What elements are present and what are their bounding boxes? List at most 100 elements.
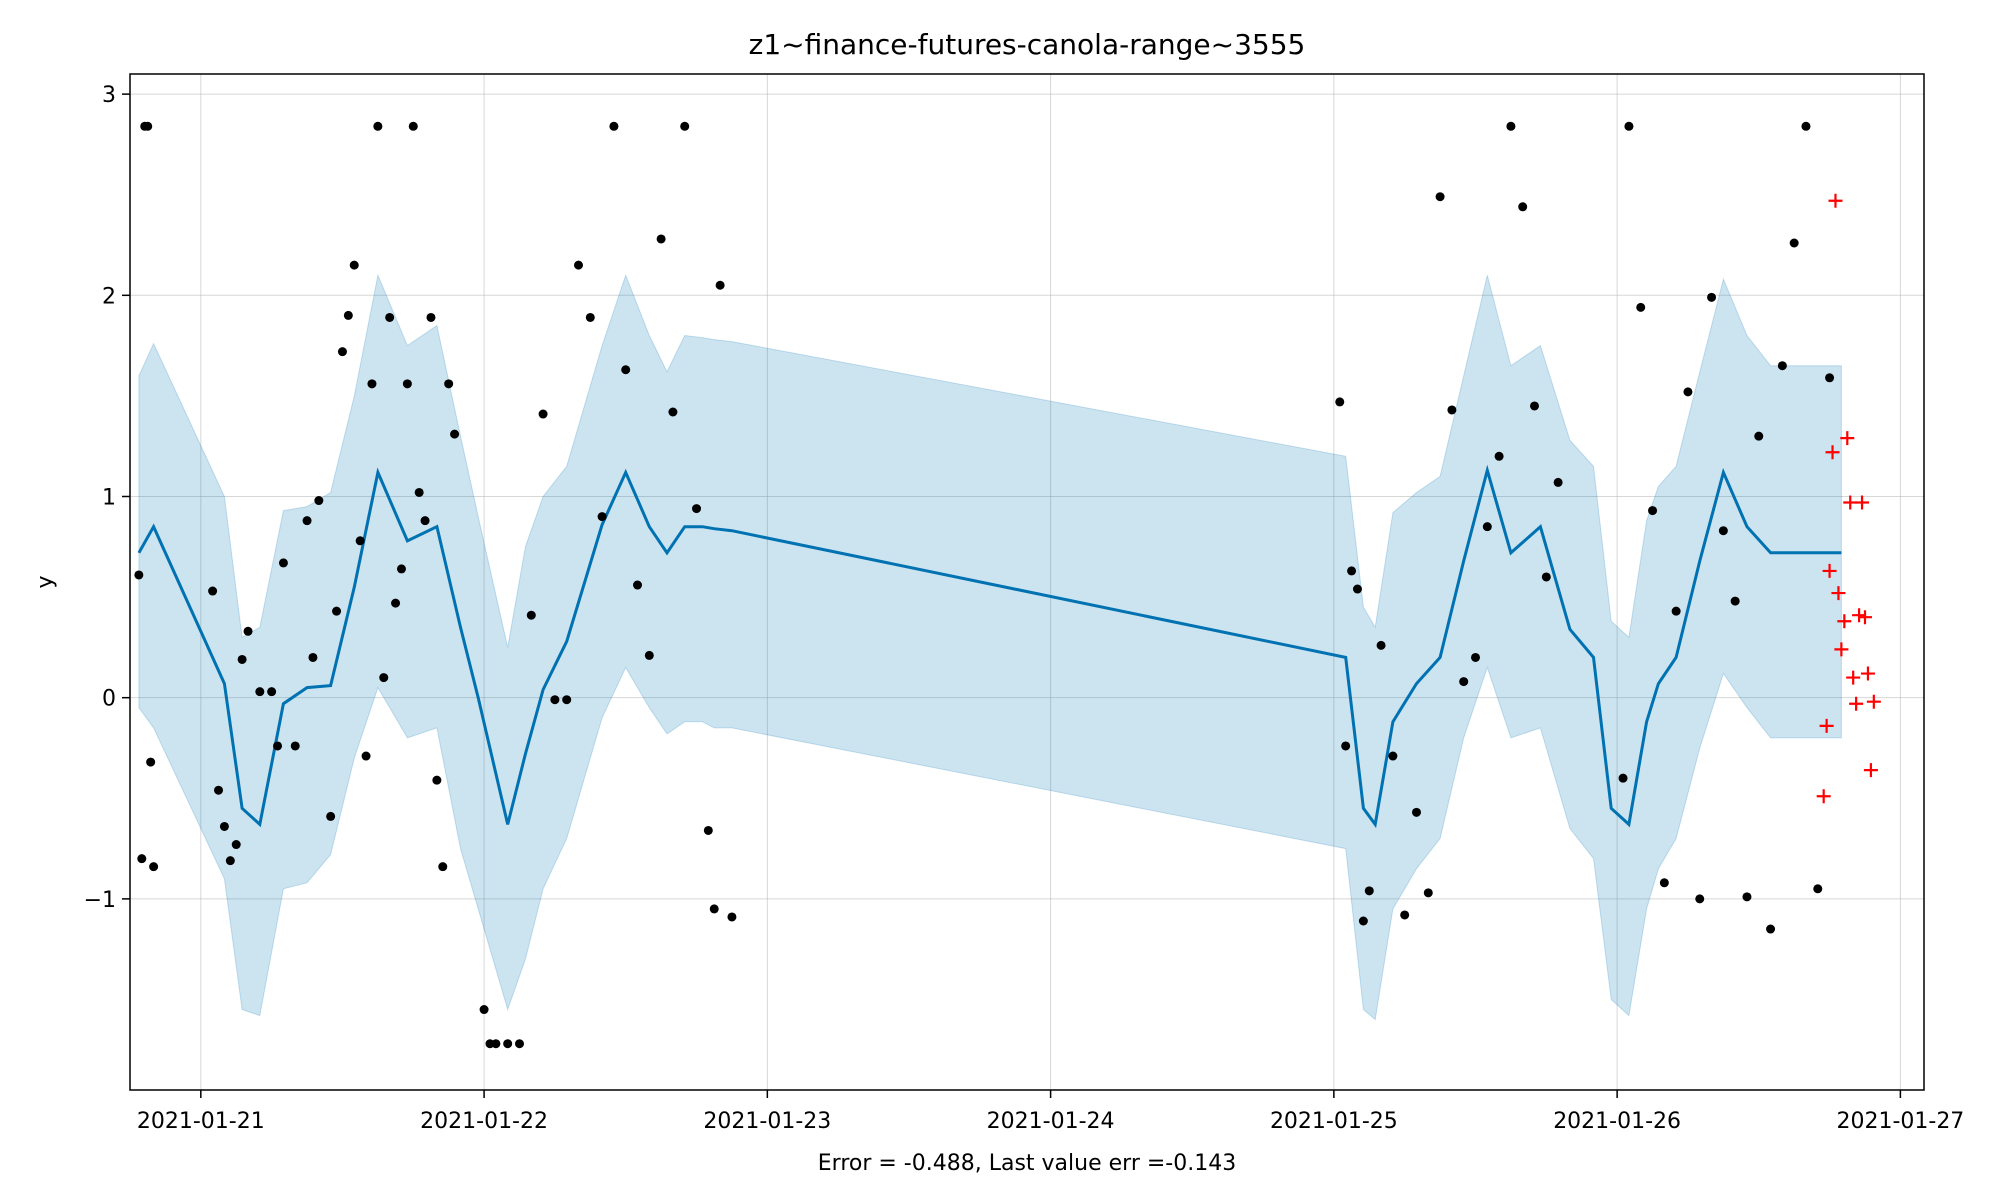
y-tick-label-0: −1 xyxy=(84,888,116,913)
chart-title: z1~finance-futures-canola-range~3555 xyxy=(749,28,1306,61)
forecast-line xyxy=(137,464,1842,829)
observed-point xyxy=(290,741,300,751)
holdout-point xyxy=(1846,670,1861,685)
observed-point xyxy=(408,121,418,131)
observed-point xyxy=(1754,431,1764,441)
x-tick-label-1: 2021-01-22 xyxy=(420,1109,548,1134)
observed-point xyxy=(503,1039,513,1049)
observed-point xyxy=(343,310,353,320)
observed-point xyxy=(379,673,389,683)
observed-point xyxy=(308,652,318,662)
observed-point xyxy=(491,1039,501,1049)
holdout-point xyxy=(1828,193,1843,208)
y-axis-ticks: −1 0 1 2 3 xyxy=(84,83,130,913)
observed-point xyxy=(526,610,536,620)
observed-point xyxy=(1707,292,1717,302)
holdout-point xyxy=(1840,431,1855,446)
observed-point xyxy=(1506,121,1516,131)
observed-point xyxy=(1801,121,1811,131)
observed-point xyxy=(514,1039,524,1049)
observed-point xyxy=(727,912,737,922)
observed-point xyxy=(538,409,548,419)
observed-point xyxy=(715,280,725,290)
observed-point xyxy=(621,365,631,375)
observed-point xyxy=(1777,361,1787,371)
observed-point xyxy=(1541,572,1551,582)
error-summary: Error = -0.488, Last value err =-0.143 xyxy=(818,1151,1236,1176)
x-axis-ticks: 2021-01-21 2021-01-22 2021-01-23 2021-01-24… xyxy=(137,1090,1964,1134)
observed-point xyxy=(134,570,144,580)
observed-point xyxy=(680,121,690,131)
observed-point xyxy=(1352,584,1362,594)
holdout-point xyxy=(1866,694,1881,709)
observed-point xyxy=(332,606,342,616)
observed-point xyxy=(278,558,288,568)
observed-point xyxy=(1648,506,1658,516)
holdout-point xyxy=(1852,608,1867,623)
holdout-point xyxy=(1831,586,1846,601)
observed-point xyxy=(225,856,235,866)
holdout-point xyxy=(1863,763,1878,778)
observed-point xyxy=(149,862,159,872)
observed-point xyxy=(349,260,359,270)
observed-point xyxy=(137,854,147,864)
observed-point xyxy=(1411,807,1421,817)
observed-point xyxy=(692,504,702,514)
observed-point xyxy=(231,840,241,850)
observed-point xyxy=(326,811,336,821)
observed-point xyxy=(1553,477,1563,487)
observed-point xyxy=(1671,606,1681,616)
y-tick-label-3: 2 xyxy=(102,284,116,309)
observed-point xyxy=(597,512,607,522)
observed-point xyxy=(214,785,224,795)
y-tick-label-4: 3 xyxy=(102,83,116,108)
y-axis-label: y xyxy=(33,575,58,588)
observed-point xyxy=(420,516,430,526)
observed-point xyxy=(1766,924,1776,934)
observed-point xyxy=(314,496,324,506)
observed-point xyxy=(1624,121,1634,131)
observed-point xyxy=(208,586,218,596)
holdout-point xyxy=(1819,718,1834,733)
observed-point xyxy=(1482,522,1492,532)
observed-point xyxy=(1695,894,1705,904)
observed-point xyxy=(273,741,283,751)
observed-point xyxy=(1718,526,1728,536)
observed-point xyxy=(609,121,619,131)
observed-point xyxy=(385,312,395,322)
observed-point xyxy=(479,1005,489,1015)
observed-point xyxy=(1618,773,1628,783)
observed-points xyxy=(134,121,1835,1049)
uncertainty-interval-band xyxy=(138,273,1842,1021)
holdout-point xyxy=(1849,696,1864,711)
observed-point xyxy=(143,121,153,131)
observed-point xyxy=(1335,397,1345,407)
observed-point xyxy=(1376,640,1386,650)
holdout-point xyxy=(1843,495,1858,510)
observed-point xyxy=(668,407,678,417)
observed-point xyxy=(1435,192,1445,202)
plot-frame xyxy=(129,73,1925,1091)
observed-point xyxy=(1683,387,1693,397)
x-tick-label-3: 2021-01-24 xyxy=(987,1109,1115,1134)
observed-point xyxy=(391,598,401,608)
holdout-point xyxy=(1860,666,1875,681)
observed-point xyxy=(1341,741,1351,751)
holdout-point xyxy=(1822,563,1837,578)
observed-point xyxy=(1388,751,1398,761)
holdout-points xyxy=(1816,193,1881,804)
observed-point xyxy=(396,564,406,574)
observed-point xyxy=(267,687,277,697)
observed-point xyxy=(574,260,583,270)
observed-point xyxy=(1789,238,1799,248)
observed-point xyxy=(644,650,654,660)
y-tick-label-2: 1 xyxy=(102,485,116,510)
observed-point xyxy=(438,862,448,872)
x-tick-label-4: 2021-01-25 xyxy=(1270,1109,1398,1134)
observed-point xyxy=(1347,566,1357,576)
holdout-point xyxy=(1855,495,1870,510)
x-tick-label-0: 2021-01-21 xyxy=(137,1109,265,1134)
observed-point xyxy=(1636,302,1646,312)
observed-point xyxy=(1730,596,1740,606)
observed-point xyxy=(703,825,713,835)
